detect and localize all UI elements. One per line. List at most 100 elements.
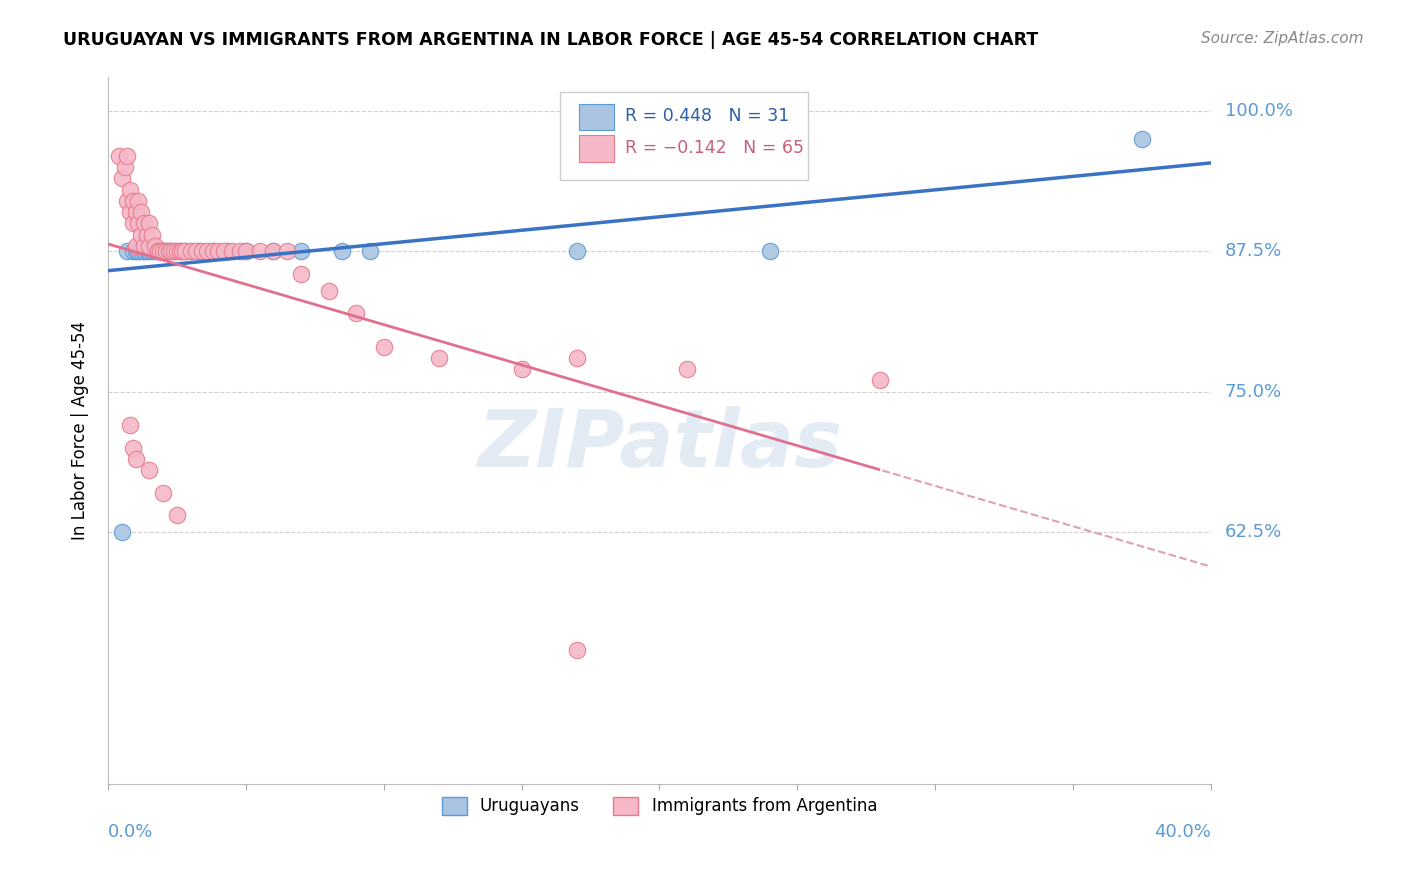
- Point: [138, 239, 160, 253]
- Point: [188, 244, 211, 259]
- Point: [138, 216, 160, 230]
- Point: [135, 227, 157, 242]
- Point: [129, 205, 152, 219]
- Point: [132, 244, 155, 259]
- Point: [132, 216, 155, 230]
- Point: [143, 239, 166, 253]
- Point: [262, 244, 284, 259]
- Point: [124, 205, 146, 219]
- Point: [146, 244, 169, 259]
- Point: [510, 362, 533, 376]
- Point: [160, 244, 183, 259]
- Point: [149, 244, 172, 259]
- Point: [127, 244, 149, 259]
- Point: [108, 149, 131, 163]
- Point: [117, 149, 139, 163]
- Point: [127, 194, 149, 208]
- Point: [221, 244, 243, 259]
- Point: [212, 244, 235, 259]
- Point: [174, 244, 197, 259]
- Point: [138, 463, 160, 477]
- Text: 0.0%: 0.0%: [108, 823, 153, 841]
- Point: [118, 418, 141, 433]
- Point: [190, 244, 212, 259]
- Point: [117, 194, 139, 208]
- Point: [118, 205, 141, 219]
- Point: [132, 239, 155, 253]
- Point: [155, 244, 177, 259]
- Text: 40.0%: 40.0%: [1154, 823, 1211, 841]
- Point: [359, 244, 381, 259]
- Point: [676, 362, 699, 376]
- Point: [135, 244, 157, 259]
- Point: [207, 244, 229, 259]
- Point: [121, 216, 143, 230]
- Point: [127, 216, 149, 230]
- Point: [427, 351, 450, 365]
- Point: [758, 244, 780, 259]
- FancyBboxPatch shape: [560, 92, 808, 180]
- Point: [276, 244, 298, 259]
- Point: [143, 244, 166, 259]
- Point: [201, 244, 224, 259]
- Point: [114, 160, 136, 174]
- Text: 62.5%: 62.5%: [1225, 523, 1282, 541]
- Point: [869, 373, 891, 387]
- Point: [229, 244, 252, 259]
- Point: [166, 508, 188, 522]
- Point: [157, 244, 180, 259]
- Point: [124, 452, 146, 467]
- Text: Source: ZipAtlas.com: Source: ZipAtlas.com: [1201, 31, 1364, 46]
- Point: [124, 244, 146, 259]
- Point: [157, 244, 180, 259]
- Point: [129, 244, 152, 259]
- Point: [163, 244, 186, 259]
- Point: [290, 244, 312, 259]
- Point: [1130, 132, 1153, 146]
- Point: [141, 227, 163, 242]
- Point: [215, 244, 238, 259]
- Point: [318, 284, 340, 298]
- Point: [166, 244, 188, 259]
- Text: R = 0.448   N = 31: R = 0.448 N = 31: [626, 107, 789, 125]
- Point: [121, 441, 143, 455]
- Text: ZIPatlas: ZIPatlas: [477, 406, 842, 484]
- Legend: Uruguayans, Immigrants from Argentina: Uruguayans, Immigrants from Argentina: [434, 790, 884, 822]
- Point: [121, 194, 143, 208]
- Point: [195, 244, 218, 259]
- Text: 75.0%: 75.0%: [1225, 383, 1282, 401]
- Point: [118, 183, 141, 197]
- Point: [169, 244, 191, 259]
- Point: [235, 244, 257, 259]
- Point: [180, 244, 202, 259]
- Bar: [579, 136, 614, 162]
- Point: [146, 244, 169, 259]
- Point: [111, 171, 134, 186]
- Point: [262, 244, 284, 259]
- Point: [174, 244, 197, 259]
- Point: [155, 244, 177, 259]
- Point: [249, 244, 271, 259]
- Point: [186, 244, 208, 259]
- Text: R = −0.142   N = 65: R = −0.142 N = 65: [626, 139, 804, 157]
- Point: [152, 244, 174, 259]
- Point: [138, 244, 160, 259]
- Point: [163, 244, 186, 259]
- Text: 100.0%: 100.0%: [1225, 102, 1292, 120]
- Bar: [579, 103, 614, 130]
- Point: [344, 306, 367, 320]
- Point: [141, 244, 163, 259]
- Point: [330, 244, 353, 259]
- Y-axis label: In Labor Force | Age 45-54: In Labor Force | Age 45-54: [72, 321, 89, 541]
- Point: [169, 244, 191, 259]
- Point: [111, 524, 134, 539]
- Point: [117, 244, 139, 259]
- Point: [172, 244, 194, 259]
- Point: [180, 244, 202, 259]
- Point: [124, 239, 146, 253]
- Point: [146, 244, 169, 259]
- Point: [565, 351, 588, 365]
- Point: [152, 485, 174, 500]
- Point: [565, 244, 588, 259]
- Point: [149, 244, 172, 259]
